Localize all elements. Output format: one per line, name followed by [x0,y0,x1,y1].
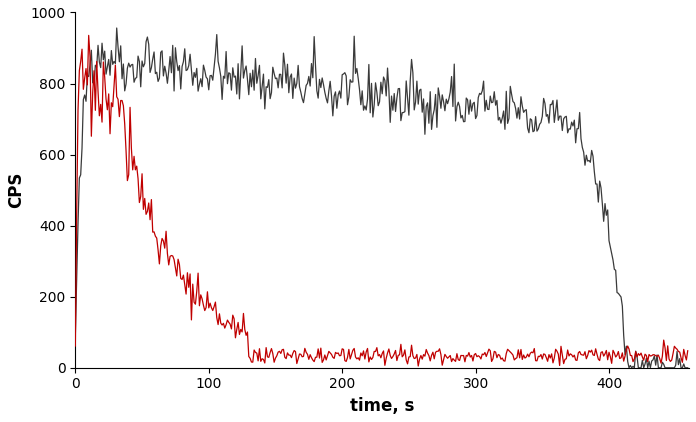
Y-axis label: CPS: CPS [7,172,25,208]
X-axis label: time, s: time, s [350,397,414,415]
